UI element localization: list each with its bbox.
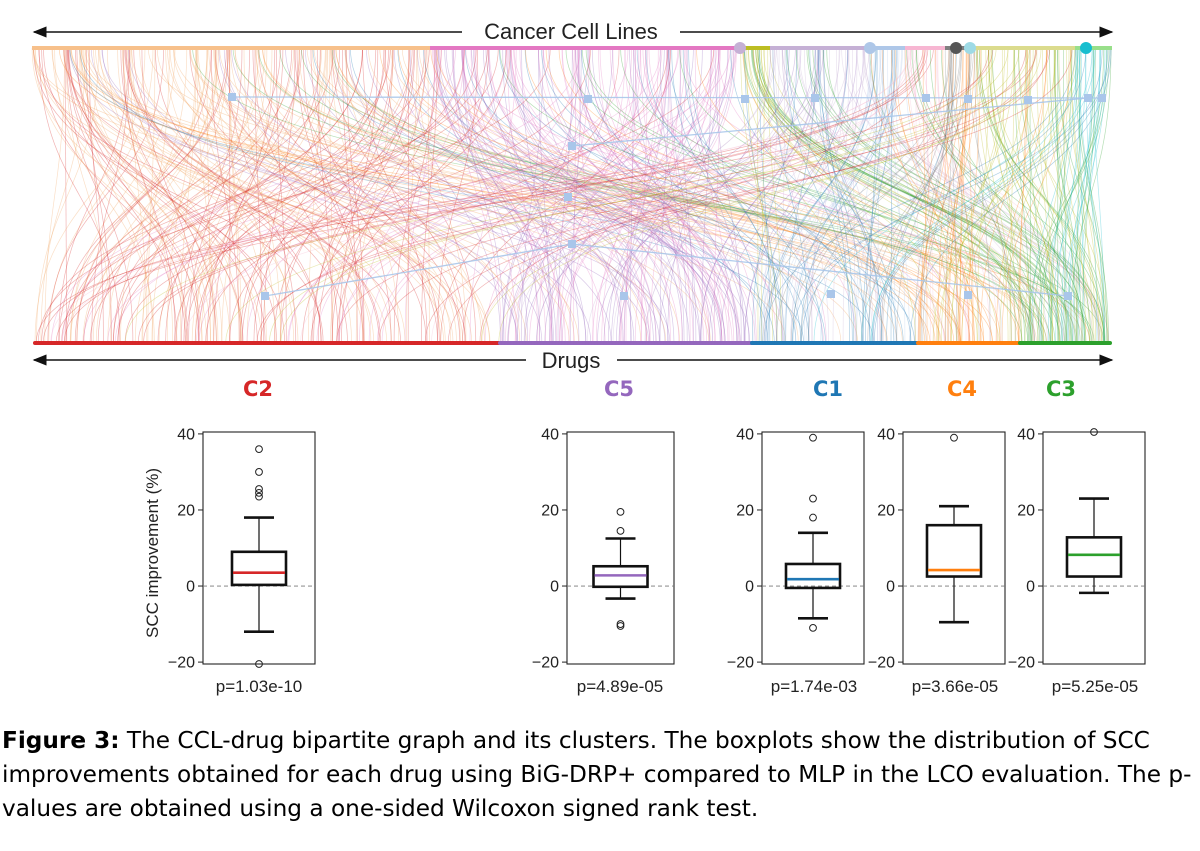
pvalue-c4: p=3.66e-05 <box>912 677 999 696</box>
y-tick-label: 0 <box>186 579 195 596</box>
outlier-point <box>809 433 817 442</box>
y-tick-label: −20 <box>727 655 754 672</box>
boxplot-panel-c3: −20 0 20 40 <box>1008 426 1146 672</box>
y-axis-label: SCC improvement (%) <box>143 468 162 638</box>
boxplot-panel-c1: −20 0 20 40 <box>727 426 865 672</box>
outlier-point <box>255 492 263 501</box>
drug-links <box>228 93 1106 300</box>
cell-line-nodes <box>32 42 1112 54</box>
boxplot-panel-c4: −20 0 20 40 <box>868 426 1006 672</box>
y-tick-label: 20 <box>177 502 195 519</box>
pvalue-c1: p=1.74e-03 <box>771 677 858 696</box>
pvalue-c2: p=1.03e-10 <box>216 677 303 696</box>
y-tick-label: −20 <box>168 655 195 672</box>
cluster-label-c5: C5 <box>604 377 634 401</box>
iqr-box <box>925 523 983 578</box>
bipartite-graph <box>31 42 1112 345</box>
caption-label: Figure 3: <box>2 727 120 754</box>
graph-edges <box>31 47 1112 344</box>
cluster-labels: C2 C5 C1 C4 C3 <box>243 377 1076 401</box>
cell-line-axis: Cancer Cell Lines <box>32 19 1114 44</box>
y-tick-label: 20 <box>1017 502 1035 519</box>
outlier-point <box>809 513 817 522</box>
cluster-label-c2: C2 <box>243 377 273 401</box>
caption-text: The CCL-drug bipartite graph and its clu… <box>2 727 1192 822</box>
drug-nodes <box>33 341 1112 345</box>
outlier-point <box>809 623 817 632</box>
cell-line-axis-label: Cancer Cell Lines <box>484 19 658 44</box>
outlier-point <box>255 488 263 497</box>
y-tick-label: 40 <box>877 426 895 443</box>
outlier-point <box>616 507 625 516</box>
y-tick-label: −20 <box>1008 655 1035 672</box>
plot-frame <box>202 431 316 665</box>
y-tick-label: 0 <box>886 579 895 596</box>
iqr-box <box>1065 536 1123 578</box>
y-tick-label: 40 <box>541 426 559 443</box>
cluster-label-c4: C4 <box>947 377 977 401</box>
outlier-point <box>255 445 263 454</box>
drug-axis-label: Drugs <box>542 348 601 373</box>
y-tick-label: −20 <box>532 655 559 672</box>
y-tick-label: 0 <box>1026 579 1035 596</box>
cluster-label-c1: C1 <box>813 377 843 401</box>
outlier-point <box>950 433 958 442</box>
iqr-box <box>784 562 842 590</box>
y-tick-label: 40 <box>177 426 195 443</box>
outlier-point <box>255 485 263 493</box>
outlier-point <box>255 468 263 476</box>
outlier-point <box>809 494 817 503</box>
drug-axis: Drugs <box>32 348 1114 373</box>
plot-frame <box>1042 431 1146 665</box>
outlier-point <box>255 660 263 668</box>
cluster-label-c3: C3 <box>1046 377 1076 401</box>
plot-frame <box>761 431 865 665</box>
iqr-box <box>592 564 649 589</box>
pvalue-c3: p=5.25e-05 <box>1052 677 1139 696</box>
y-tick-label: 0 <box>550 579 559 596</box>
boxplot-panel-c5: −20 0 20 40 <box>532 426 675 672</box>
figure-caption: Figure 3: The CCL-drug bipartite graph a… <box>2 724 1198 826</box>
outlier-point <box>616 526 625 535</box>
y-tick-label: −20 <box>868 655 895 672</box>
plot-frame <box>902 431 1006 665</box>
plot-frame <box>566 431 675 665</box>
y-tick-label: 20 <box>877 502 895 519</box>
boxplot-panel-c2: −20 0 20 40 <box>168 426 316 672</box>
y-tick-label: 20 <box>541 502 559 519</box>
pvalue-c5: p=4.89e-05 <box>577 677 664 696</box>
iqr-box <box>230 550 288 587</box>
y-tick-label: 40 <box>736 426 754 443</box>
y-tick-label: 0 <box>745 579 754 596</box>
y-tick-label: 40 <box>1017 426 1035 443</box>
y-tick-label: 20 <box>736 502 754 519</box>
outlier-point <box>1090 428 1098 436</box>
outlier-point <box>616 622 625 630</box>
